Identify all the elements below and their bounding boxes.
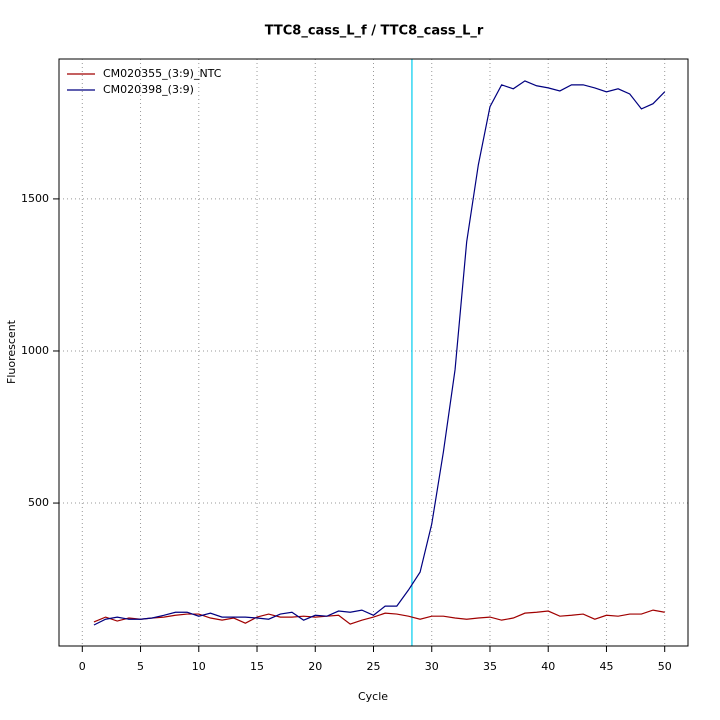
x-tick-label: 45	[599, 660, 613, 673]
y-axis-label: Fluorescent	[5, 319, 18, 384]
x-tick-label: 15	[250, 660, 264, 673]
legend-label: CM020355_(3:9)_NTC	[103, 67, 222, 80]
series-line	[93, 80, 666, 626]
chart-title: TTC8_cass_L_f / TTC8_cass_L_r	[265, 24, 484, 39]
x-tick-label: 0	[79, 660, 86, 673]
y-tick-label: 1000	[21, 344, 49, 357]
x-axis-label: Cycle	[358, 690, 388, 703]
x-tick-label: 25	[367, 660, 381, 673]
series-line	[93, 609, 665, 625]
x-tick-label: 40	[541, 660, 555, 673]
x-tick-label: 5	[137, 660, 144, 673]
y-tick-label: 1500	[21, 192, 49, 205]
x-tick-label: 10	[192, 660, 206, 673]
y-tick-label: 500	[28, 496, 49, 509]
x-tick-label: 35	[483, 660, 497, 673]
x-tick-label: 50	[658, 660, 672, 673]
plot-frame	[58, 58, 689, 647]
x-tick-label: 20	[308, 660, 322, 673]
x-tick-label: 30	[425, 660, 439, 673]
legend-label: CM020398_(3:9)	[103, 83, 194, 96]
